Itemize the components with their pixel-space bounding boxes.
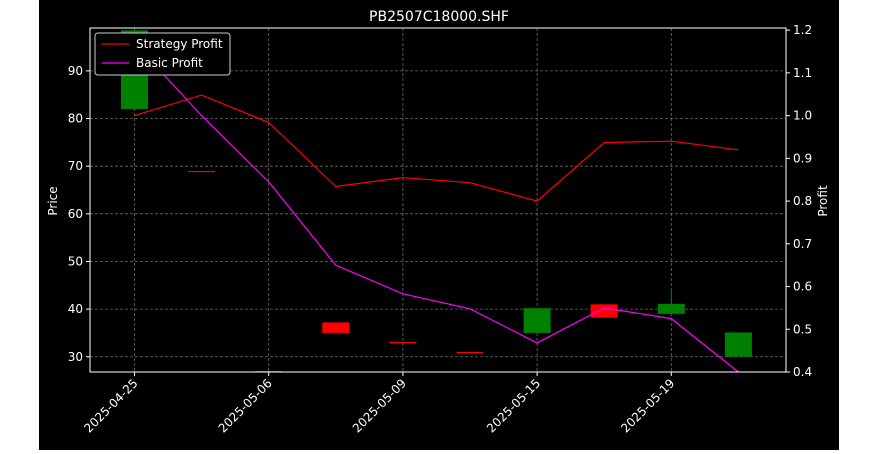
- y-tick-label: 50: [68, 254, 83, 268]
- y-tick-label: 80: [68, 112, 83, 126]
- y-axis-right: 0.4 0.5 0.6 0.7 0.8 0.9 1.0 1.1 1.2: [786, 23, 812, 379]
- grid-lines: [90, 28, 786, 372]
- y-axis-label-right: Profit: [816, 185, 830, 217]
- candle: [657, 303, 685, 314]
- candle: [389, 341, 417, 344]
- y-tick-label: 40: [68, 302, 83, 316]
- y-tick-label-right: 0.8: [793, 194, 812, 208]
- x-tick-label: 2025-05-19: [618, 376, 677, 435]
- x-tick-label: 2025-05-15: [484, 376, 543, 435]
- profit-lines: [134, 42, 739, 373]
- y-tick-label-right: 1.1: [793, 66, 812, 80]
- chart-title: PB2507C18000.SHF: [369, 9, 509, 25]
- plot-frame: [89, 27, 787, 373]
- candles-layer: [121, 30, 752, 373]
- candle: [456, 351, 484, 354]
- legend-label-basic: Basic Profit: [136, 56, 203, 70]
- y-tick-label-right: 0.9: [793, 151, 812, 165]
- candle: [188, 170, 216, 173]
- x-tick-label: 2025-04-25: [81, 376, 140, 435]
- y-tick-label: 90: [68, 64, 83, 78]
- y-axis-label-left: Price: [46, 186, 60, 215]
- series-line: [134, 42, 739, 373]
- x-tick-label: 2025-05-09: [350, 376, 409, 435]
- chart-figure: PB2507C18000.SHF 30 40 50 60 70 80 90 0.4 0.5 0.…: [39, 0, 839, 450]
- candle: [523, 308, 551, 333]
- candle: [724, 332, 752, 357]
- y-tick-label: 30: [68, 350, 83, 364]
- y-tick-label-right: 0.5: [793, 322, 812, 336]
- y-tick-label-right: 1.0: [793, 109, 812, 123]
- legend: Strategy Profit Basic Profit: [94, 32, 231, 76]
- y-axis-left: 30 40 50 60 70 80 90: [68, 64, 90, 364]
- x-tick-label: 2025-05-06: [216, 376, 275, 435]
- y-tick-label-right: 1.2: [793, 23, 812, 37]
- series-line: [134, 94, 739, 202]
- candle: [322, 322, 350, 333]
- candle: [590, 304, 618, 318]
- legend-label-strategy: Strategy Profit: [136, 37, 223, 51]
- y-tick-label: 70: [68, 159, 83, 173]
- y-tick-label: 60: [68, 207, 83, 221]
- x-axis: 2025-04-25 2025-05-06 2025-05-09 2025-05-15…: [81, 372, 677, 435]
- y-tick-label-right: 0.4: [793, 365, 812, 379]
- y-tick-label-right: 0.7: [793, 237, 812, 251]
- y-tick-label-right: 0.6: [793, 280, 812, 294]
